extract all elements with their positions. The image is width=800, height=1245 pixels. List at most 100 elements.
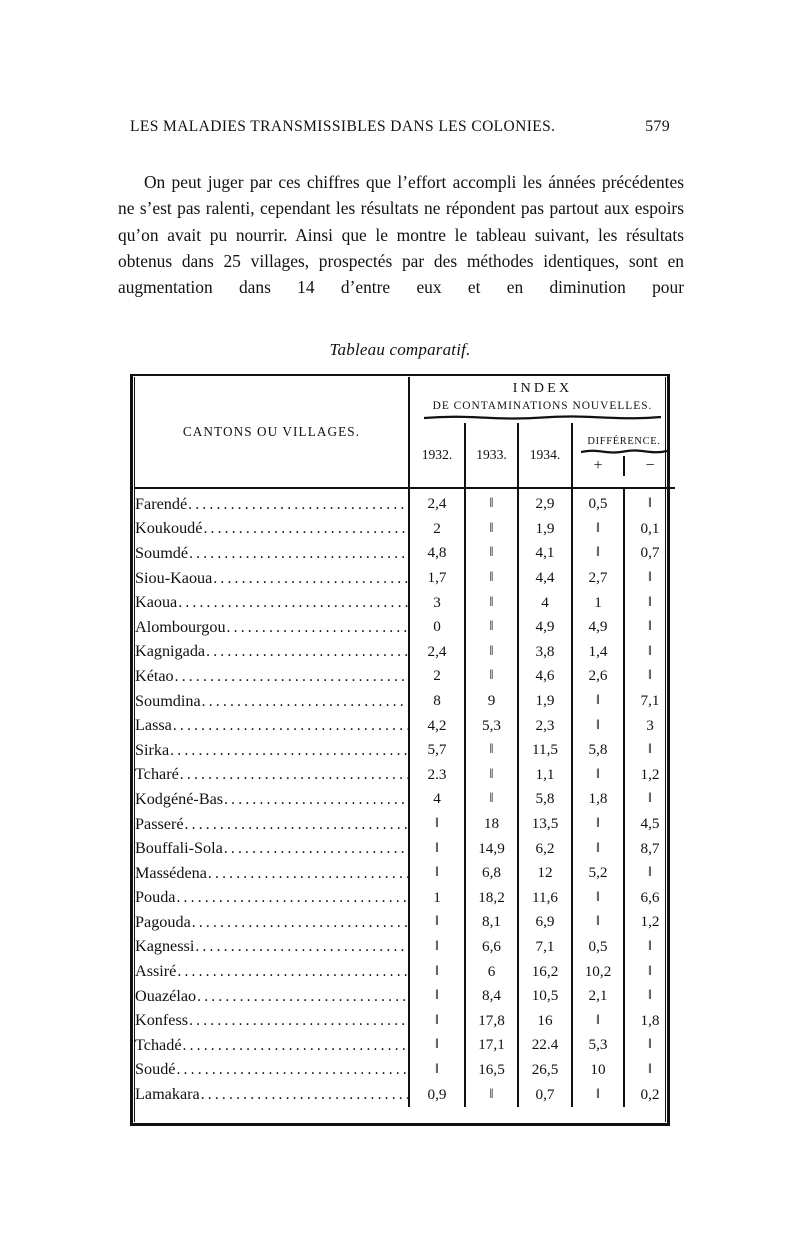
cell-minus: ‖ — [648, 938, 652, 954]
cell-y1933: ‖ — [465, 737, 519, 763]
cell-minus: 6,6 — [640, 888, 660, 906]
cell-plus: ‖ — [572, 516, 625, 542]
village-label: Massédena — [135, 863, 207, 882]
dot-leader: ........................................… — [176, 889, 408, 907]
village-label: Sirka — [135, 740, 170, 759]
cell-minus: ‖ — [648, 619, 652, 635]
cell-y1934: 6,9 — [518, 910, 573, 935]
cell-y1934: 11,5 — [518, 737, 573, 763]
cell-plus: 1 — [572, 590, 625, 615]
village-label: Ouazélao — [135, 986, 197, 1005]
cell-plus: 1,8 — [572, 787, 625, 812]
running-head: LES MALADIES TRANSMISSIBLES DANS LES COL… — [130, 118, 670, 136]
cell-y1933: 17,1 — [465, 1033, 519, 1058]
comparative-table: CANTONS OU VILLAGES. INDEX DE CONTAMINAT… — [130, 374, 676, 1126]
cell-plus: 10 — [572, 1057, 625, 1083]
header-index-title: INDEX — [512, 381, 573, 396]
cell-y1934: 3,8 — [518, 639, 573, 665]
cell-y1933: ‖ — [465, 488, 519, 517]
cell-y1934: 1,1 — [518, 762, 573, 788]
dot-leader: ........................................… — [188, 495, 408, 513]
cell-y1932: 0,9 — [409, 1082, 466, 1107]
cell-y1933: ‖ — [465, 762, 519, 788]
cell-plus: 0,5 — [572, 488, 625, 517]
cell-y1934: 4,9 — [518, 614, 573, 640]
header-sign-plus: + — [573, 456, 625, 476]
cell-plus: ‖ — [572, 688, 625, 714]
table-row: Pagouda.................................… — [135, 910, 675, 935]
cell-minus: 7,1 — [640, 692, 660, 710]
cell-plus: 4,9 — [572, 614, 625, 640]
cell-y1933: 6 — [465, 959, 519, 984]
cell-minus: ‖ — [648, 963, 652, 979]
cell-y1933: 6,6 — [465, 934, 519, 960]
cell-minus: 8,7 — [640, 839, 660, 857]
table-row: Bouffali-Sola...........................… — [135, 836, 675, 861]
cell-minus: 0,7 — [640, 544, 660, 562]
cell-y1934: 1,9 — [518, 516, 573, 542]
table-row: Ouazélao................................… — [135, 983, 675, 1009]
table-row: Assiré..................................… — [135, 959, 675, 984]
dot-leader: ........................................… — [191, 913, 407, 931]
dot-leader: ........................................… — [189, 1012, 408, 1030]
cell-y1932: ‖ — [409, 959, 466, 984]
village-label: Siou-Kaoua — [135, 568, 213, 587]
village-label: Kodgéné-Bas — [135, 789, 224, 808]
cell-y1934: 0,7 — [518, 1082, 573, 1107]
row-village-name: Lamakara................................… — [135, 1082, 410, 1107]
cell-minus: ‖ — [648, 668, 652, 684]
cell-y1934: 22.4 — [518, 1033, 573, 1058]
table-row: Tchadé..................................… — [135, 1033, 675, 1058]
dot-leader: ........................................… — [174, 667, 408, 685]
village-label: Assiré — [135, 962, 177, 981]
cell-minus: 0,1 — [640, 519, 660, 537]
cell-y1934: 4,1 — [518, 541, 573, 566]
cell-y1934: 4 — [518, 590, 573, 615]
village-label: Soudé — [135, 1060, 176, 1079]
cell-y1932: 2 — [409, 664, 466, 689]
cell-y1932: ‖ — [409, 1008, 466, 1034]
table-row: Kétao...................................… — [135, 664, 675, 689]
cell-y1933: ‖ — [465, 1082, 519, 1107]
cell-y1933: 6,8 — [465, 860, 519, 886]
table-row: Lamakara................................… — [135, 1082, 675, 1107]
dot-leader: ........................................… — [195, 938, 408, 956]
cell-plus: 5,2 — [572, 860, 625, 886]
village-label: Kétao — [135, 666, 174, 685]
table-row: Massédena...............................… — [135, 860, 675, 886]
dot-leader: ........................................… — [182, 1036, 408, 1054]
cell-y1932: 2,4 — [409, 639, 466, 665]
row-village-name: Lassa...................................… — [135, 713, 410, 738]
wavy-rule-index — [424, 414, 662, 421]
cell-y1932: 4,8 — [409, 541, 466, 566]
table-row: Tcharé..................................… — [135, 762, 675, 788]
dot-leader: ........................................… — [179, 766, 407, 784]
village-label: Koukoudé — [135, 519, 203, 538]
cell-y1934: 1,9 — [518, 688, 573, 714]
dot-leader: ........................................… — [189, 544, 408, 562]
dot-leader: ........................................… — [226, 618, 408, 636]
cell-y1933: 17,8 — [465, 1008, 519, 1034]
cell-y1932: ‖ — [409, 836, 466, 861]
cell-y1934: 11,6 — [518, 885, 573, 911]
dot-leader: ........................................… — [178, 594, 407, 612]
table-head: CANTONS OU VILLAGES. INDEX DE CONTAMINAT… — [135, 377, 676, 489]
cell-plus: ‖ — [572, 885, 625, 911]
cell-y1933: 5,3 — [465, 713, 519, 738]
cell-y1933: ‖ — [465, 639, 519, 665]
cell-y1932: 2.3 — [409, 762, 466, 788]
village-label: Kagnigada — [135, 642, 206, 661]
row-village-name: Kétao...................................… — [135, 664, 410, 689]
row-village-name: Bouffali-Sola...........................… — [135, 836, 410, 861]
dot-leader: ........................................… — [203, 520, 408, 538]
row-village-name: Tchadé..................................… — [135, 1033, 410, 1058]
table-row: Kaoua...................................… — [135, 590, 675, 615]
dot-leader: ........................................… — [170, 741, 407, 759]
cell-minus: ‖ — [648, 496, 652, 512]
cell-y1933: 18,2 — [465, 885, 519, 911]
cell-y1934: 16 — [518, 1008, 573, 1034]
cell-y1933: ‖ — [465, 541, 519, 566]
cell-y1932: 4,2 — [409, 713, 466, 738]
cell-y1933: ‖ — [465, 590, 519, 615]
